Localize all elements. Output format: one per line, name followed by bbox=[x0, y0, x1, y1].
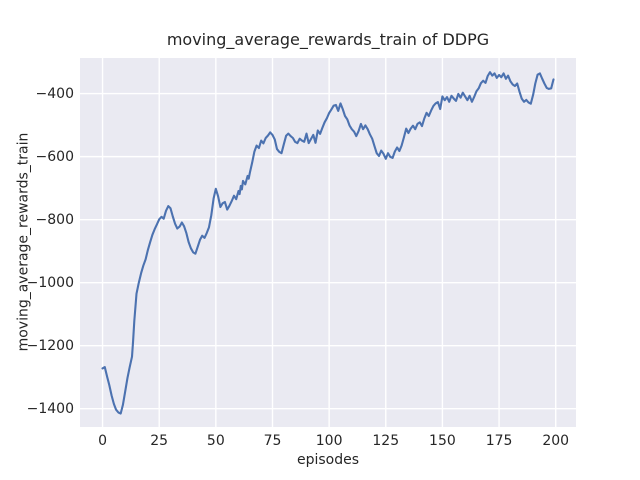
x-tick-label: 200 bbox=[542, 433, 570, 449]
y-tick-label: −600 bbox=[35, 148, 74, 165]
plot-area bbox=[80, 58, 576, 427]
chart-title: moving_average_rewards_train of DDPG bbox=[166, 30, 490, 49]
data-line bbox=[101, 71, 555, 415]
y-tick-label: −400 bbox=[35, 85, 74, 102]
x-axis-label: episodes bbox=[296, 452, 360, 468]
x-tick-label: 75 bbox=[263, 433, 282, 449]
x-tick-label: 50 bbox=[206, 433, 225, 449]
x-tick-label: 125 bbox=[372, 433, 400, 449]
y-tick-label: −1200 bbox=[26, 337, 74, 354]
x-tick-label: 175 bbox=[485, 433, 513, 449]
y-tick-label: −800 bbox=[35, 211, 74, 228]
x-tick-label: 100 bbox=[315, 433, 343, 449]
x-tick-label: 25 bbox=[150, 433, 169, 449]
x-tick-label: 0 bbox=[98, 433, 107, 449]
y-tick-label: −1000 bbox=[26, 274, 74, 291]
y-axis-label: moving_average_rewards_train bbox=[15, 132, 32, 352]
x-tick-label: 150 bbox=[429, 433, 456, 449]
y-tick-label: −1400 bbox=[26, 400, 74, 417]
